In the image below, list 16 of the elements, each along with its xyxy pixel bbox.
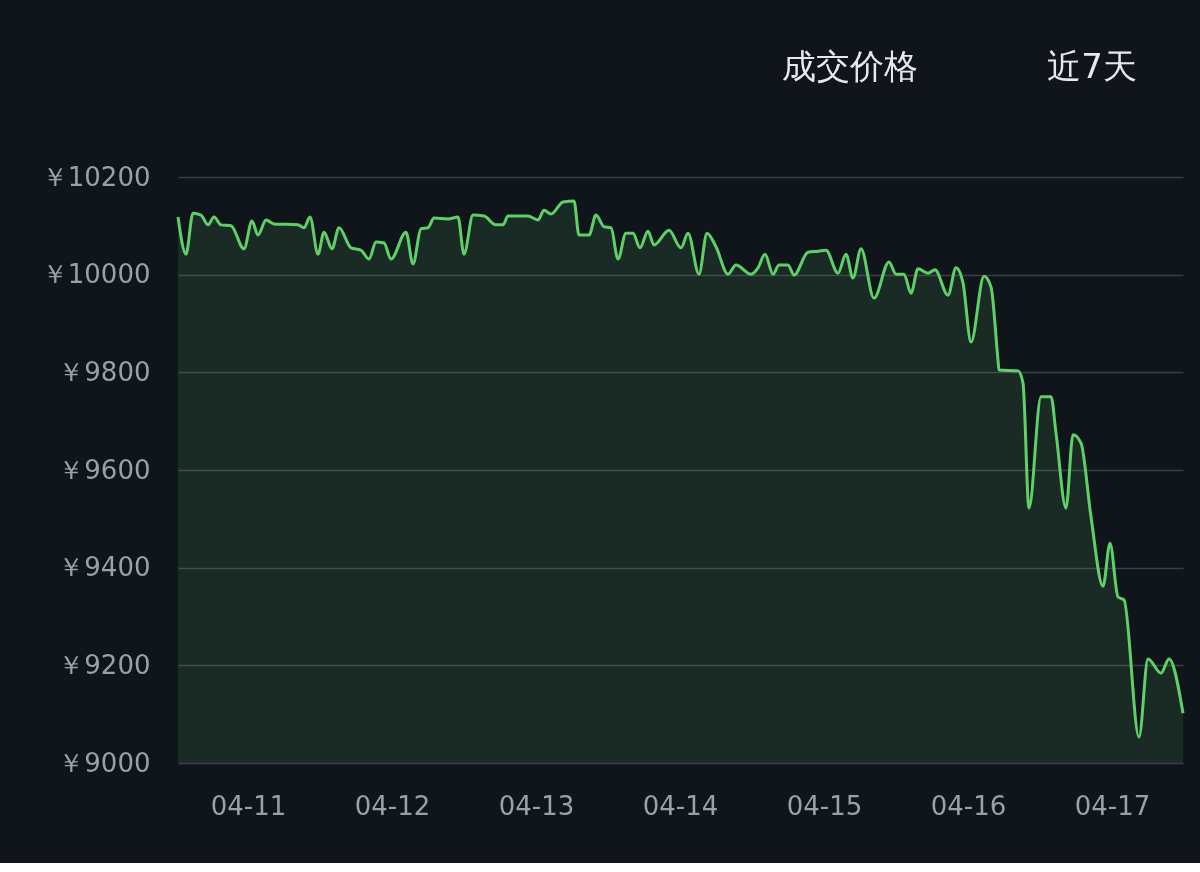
y-tick-label: ￥9000 [58,747,151,778]
x-tick-label: 04-12 [354,790,431,821]
x-tick-label: 04-16 [930,790,1007,821]
x-tick-label: 04-14 [642,790,719,821]
x-tick-label: 04-11 [210,790,287,821]
text: 近7天 [1047,46,1137,86]
y-tick-label: ￥9800 [58,356,151,387]
x-tick-label: 04-15 [786,790,863,821]
text: 成交价格 [782,46,918,86]
x-tick-label: 04-13 [498,790,575,821]
y-tick-label: ￥10000 [41,259,151,290]
y-tick-label: ￥9400 [58,552,151,583]
y-tick-label: ￥9600 [58,454,151,485]
x-tick-label: 04-17 [1074,790,1151,821]
y-tick-label: ￥10200 [41,161,151,192]
y-tick-label: ￥9200 [58,649,151,680]
